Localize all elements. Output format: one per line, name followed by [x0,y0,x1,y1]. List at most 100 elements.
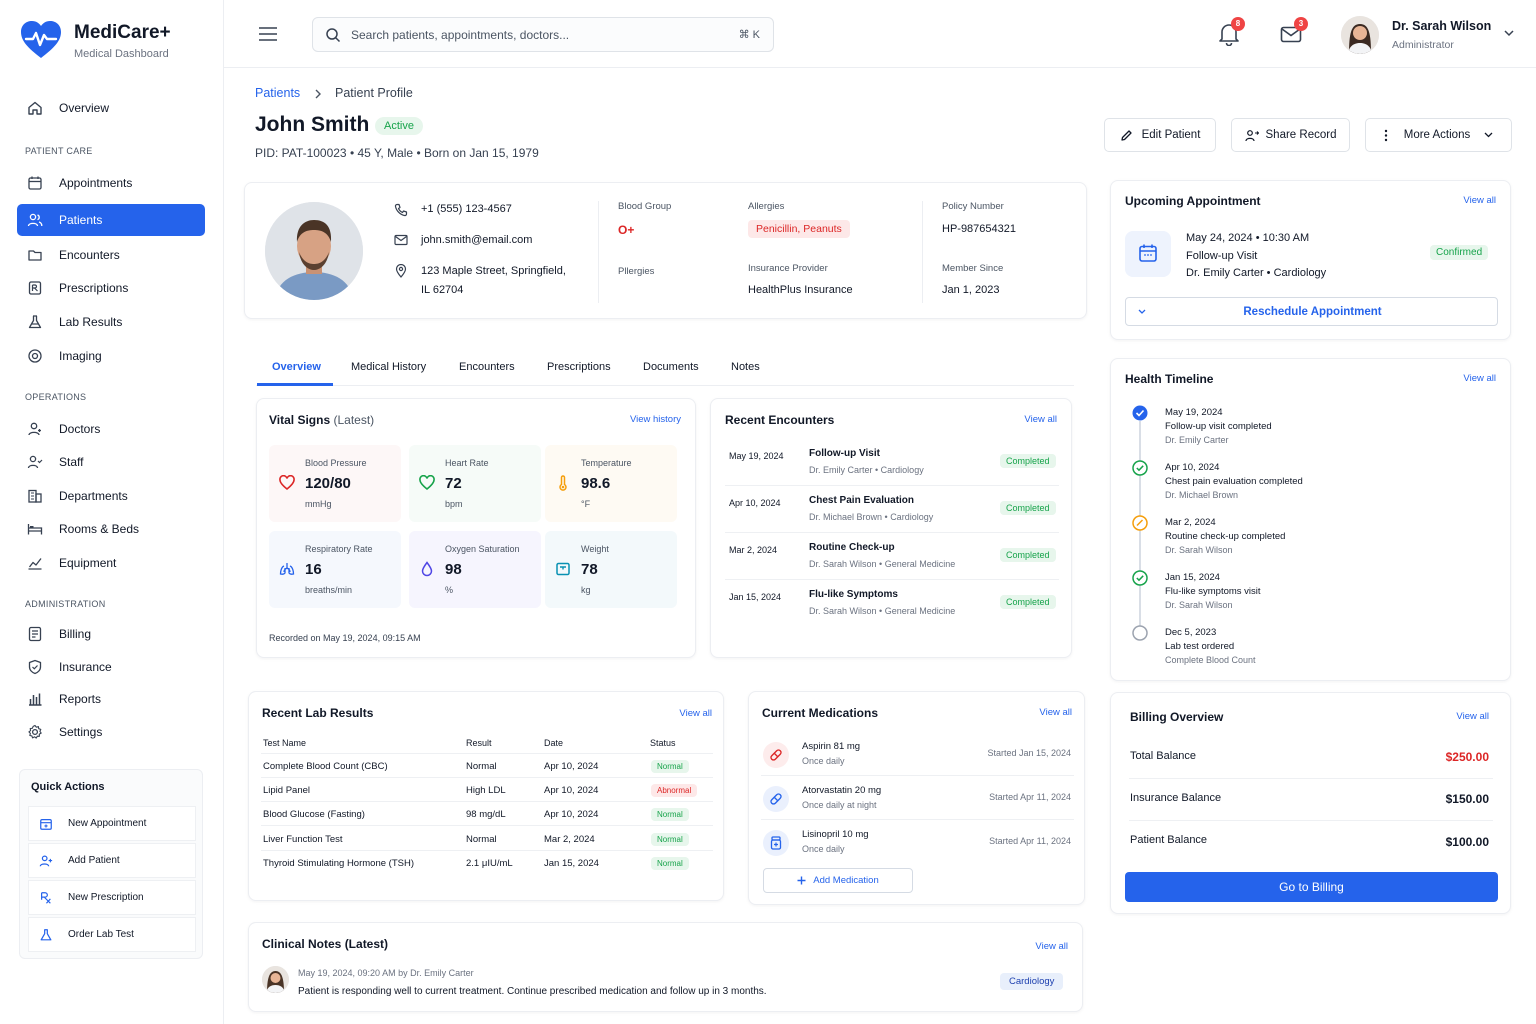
sidebar-item-settings[interactable]: Settings [17,716,205,748]
tab-documents[interactable]: Documents [643,361,699,373]
sidebar-item-reports[interactable]: Reports [17,683,205,715]
go-to-billing-button[interactable]: Go to Billing [1125,872,1498,902]
timeline-view-all[interactable]: View all [1463,373,1496,384]
table-row[interactable]: Blood Glucose (Fasting) 98 mg/dL Apr 10,… [249,802,725,826]
patient-birth-date: Born on Jan 15, 1979 [424,146,539,160]
patient-address-line2: IL 62704 [421,284,464,296]
quick-action-new-appointment[interactable]: New Appointment [28,806,196,841]
encounter-row[interactable]: Apr 10, 2024 Chest Pain Evaluation Dr. M… [711,486,1073,533]
edit-patient-button[interactable]: Edit Patient [1104,118,1216,152]
billing-label: Total Balance [1130,750,1197,762]
tab-medical-history[interactable]: Medical History [351,361,427,373]
timeline-date: Mar 2, 2024 [1165,517,1216,528]
sidebar-item-appointments[interactable]: Appointments [17,167,205,199]
encounter-row[interactable]: Mar 2, 2024 Routine Check-up Dr. Sarah W… [711,533,1073,580]
brand-name: MediCare+ [74,22,171,43]
notifications-badge: 8 [1231,17,1245,31]
column-header: Date [544,738,564,748]
patient-phone[interactable]: +1 (555) 123-4567 [421,203,512,215]
patient-email[interactable]: john.smith@email.com [421,234,533,246]
row-divider [725,532,1059,533]
billing-view-all[interactable]: View all [1456,711,1489,722]
avatar[interactable] [1341,16,1379,54]
add-medication-button[interactable]: Add Medication [763,868,913,893]
tab-overview[interactable]: Overview [272,361,321,373]
billing-icon [28,626,42,642]
share-user-icon [1244,129,1259,141]
sidebar-item-patients[interactable]: Patients [17,204,205,236]
medication-row[interactable]: Atorvastatin 20 mg Once daily at night S… [749,776,1086,820]
chevron-down-icon[interactable] [1504,30,1514,37]
chevron-down-icon [1138,309,1146,314]
table-row[interactable]: Liver Function Test Normal Mar 2, 2024 N… [249,827,725,851]
timeline-event: Follow-up visit completed [1165,421,1272,432]
sidebar-item-equipment[interactable]: Equipment [17,547,205,579]
lab-date: Jan 15, 2024 [544,858,599,869]
sidebar-item-encounters[interactable]: Encounters [17,239,205,271]
brand-subtitle: Medical Dashboard [74,48,169,60]
table-row[interactable]: Thyroid Stimulating Hormone (TSH) 2.1 μI… [249,851,725,875]
messages-button[interactable]: 3 [1280,17,1308,44]
billing-insurance-value: $150.00 [1445,792,1489,806]
quick-action-label: New Prescription [68,892,144,903]
sidebar-item-prescriptions[interactable]: Prescriptions [17,272,205,304]
sidebar-item-doctors[interactable]: Doctors [17,413,205,445]
pill-icon-bg [763,786,789,812]
sidebar-item-lab-results[interactable]: Lab Results [17,306,205,338]
vital-unit: % [445,585,454,595]
user-role: Administrator [1392,39,1454,51]
tab-notes[interactable]: Notes [731,361,760,373]
hamburger-menu-icon[interactable] [259,27,277,41]
lab-result: 2.1 μIU/mL [466,858,513,869]
lab-results-view-all[interactable]: View all [679,708,712,719]
appointment-icon-box [1125,231,1171,277]
tab-prescriptions[interactable]: Prescriptions [547,361,611,373]
sidebar-item-departments[interactable]: Departments [17,480,205,512]
vital-name: Temperature [581,458,632,468]
encounter-title: Chest Pain Evaluation [809,495,915,506]
encounter-title: Routine Check-up [809,542,895,553]
policy-number-label: Policy Number [942,201,1004,212]
medication-row[interactable]: Aspirin 81 mg Once daily Started Jan 15,… [749,732,1086,776]
timeline-event: Routine check-up completed [1165,531,1286,542]
table-row[interactable]: Complete Blood Count (CBC) Normal Apr 10… [249,754,725,778]
quick-action-order-lab-test[interactable]: Order Lab Test [28,917,196,952]
encounter-row[interactable]: May 19, 2024 Follow-up Visit Dr. Emily C… [711,439,1073,486]
medication-row[interactable]: Lisinopril 10 mg Once daily Started Apr … [749,820,1086,864]
encounter-row[interactable]: Jan 15, 2024 Flu-like Symptoms Dr. Sarah… [711,580,1073,627]
upcoming-view-all[interactable]: View all [1463,195,1496,206]
view-history-link[interactable]: View history [629,414,681,425]
sidebar-item-overview[interactable]: Overview [17,92,205,124]
share-record-button[interactable]: Share Record [1231,118,1350,152]
blood-group-label: Blood Group [618,201,672,212]
quick-action-label: Add Patient [68,855,120,866]
blood-group-value: O+ [618,223,635,237]
encounters-view-all[interactable]: View all [1024,414,1057,425]
sidebar-item-rooms-beds[interactable]: Rooms & Beds [17,513,205,545]
search-icon [326,28,341,43]
table-row[interactable]: Lipid Panel High LDL Apr 10, 2024 Abnorm… [249,778,725,802]
search-input[interactable]: Search patients, appointments, doctors..… [312,17,774,52]
sidebar-item-billing[interactable]: Billing [17,618,205,650]
sidebar-item-insurance[interactable]: Insurance [17,651,205,683]
vital-unit: °F [581,499,591,509]
medications-view-all[interactable]: View all [1039,707,1072,718]
calendar-icon [1139,244,1157,262]
sidebar-item-staff[interactable]: Staff [17,446,205,478]
phone-icon [394,203,408,217]
quick-action-new-prescription[interactable]: New Prescription [28,880,196,915]
lab-status-badge: Normal [651,833,689,846]
billing-patient-value: $100.00 [1445,835,1489,849]
more-actions-button[interactable]: More Actions [1365,118,1512,152]
notifications-button[interactable]: 8 [1218,17,1245,46]
medication-start-date: Started Apr 11, 2024 [989,836,1071,846]
vital-name: Weight [581,544,609,554]
encounter-date: Mar 2, 2024 [729,545,778,555]
clinical-notes-view-all[interactable]: View all [1035,941,1068,952]
brand-logo[interactable]: MediCare+ Medical Dashboard [20,20,171,62]
reschedule-appointment-button[interactable]: Reschedule Appointment [1125,297,1498,326]
breadcrumb-parent[interactable]: Patients [255,86,301,100]
tab-encounters[interactable]: Encounters [459,361,515,373]
quick-action-add-patient[interactable]: Add Patient [28,843,196,878]
sidebar-item-imaging[interactable]: Imaging [17,340,205,372]
